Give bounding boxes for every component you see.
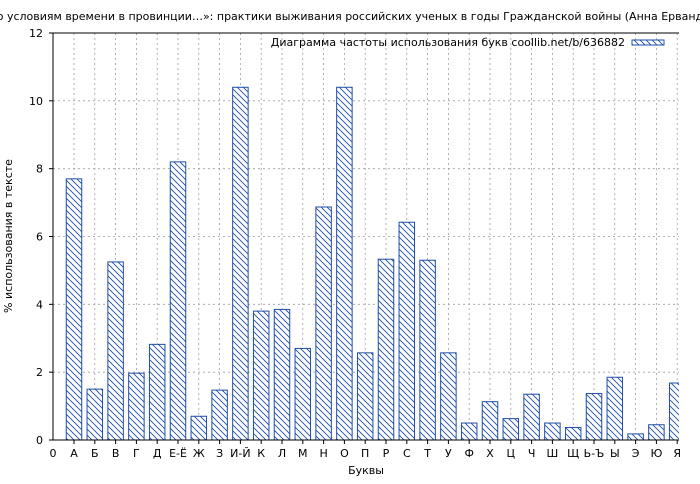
bar-Е-Ё xyxy=(169,161,187,440)
bar-С xyxy=(398,221,416,440)
bar-Х xyxy=(481,401,499,440)
x-tick-label: Я xyxy=(673,447,681,460)
bar-Л xyxy=(273,308,291,440)
x-tick-label: Э xyxy=(632,447,640,460)
y-tick-label: 6 xyxy=(36,231,43,244)
x-tick-label: З xyxy=(216,447,223,460)
y-tick-label: 0 xyxy=(36,434,43,447)
bar-Д xyxy=(148,343,166,440)
x-tick-label: Д xyxy=(153,447,162,460)
x-tick-label: Л xyxy=(278,447,286,460)
x-tick-label: Г xyxy=(133,447,140,460)
x-tick-label: И-Й xyxy=(230,447,250,460)
bar-Ш xyxy=(544,422,561,440)
x-tick-label: Ж xyxy=(193,447,205,460)
y-axis-label: % использования в тексте xyxy=(2,159,15,313)
bar-Т xyxy=(419,259,436,440)
x-tick-label: О xyxy=(340,447,349,460)
bar-П xyxy=(356,352,374,440)
x-axis-label: Буквы xyxy=(348,464,384,477)
bar-О xyxy=(336,86,353,440)
x-tick-label: Ч xyxy=(528,447,536,460)
chart-title: «…Находясь по условиям времени в провинц… xyxy=(0,10,700,23)
y-tick-label: 2 xyxy=(36,366,43,379)
x-tick-label: Щ xyxy=(567,447,579,460)
bar-К xyxy=(252,310,270,440)
bar-Ж xyxy=(190,415,208,440)
y-tick-label: 12 xyxy=(29,27,43,40)
x-tick-label: У xyxy=(445,447,452,460)
x-tick-label: Ы xyxy=(610,447,620,460)
bar-Э xyxy=(627,433,644,440)
legend-label: Диаграмма частоты использования букв coo… xyxy=(271,36,625,49)
bar-Р xyxy=(377,258,395,440)
bar-Ь-Ъ xyxy=(585,393,603,440)
x-tick-label: Т xyxy=(423,447,431,460)
legend: Диаграмма частоты использования букв coo… xyxy=(271,36,665,49)
bar-В xyxy=(107,261,124,440)
x-tick-label: Е-Ё xyxy=(169,447,187,460)
x-tick-label: В xyxy=(112,447,120,460)
x-tick-label: Ф xyxy=(464,447,473,460)
x-tick-label: А xyxy=(70,447,78,460)
bar-Я xyxy=(668,382,679,440)
x-tick-label: Р xyxy=(383,447,390,460)
legend-swatch xyxy=(631,39,665,46)
x-tick-label: Ю xyxy=(650,447,662,460)
x-tick-label: П xyxy=(361,447,369,460)
bar-Б xyxy=(86,388,104,440)
x-tick-label: Б xyxy=(91,447,99,460)
bar-М xyxy=(294,347,312,440)
bar-Н xyxy=(315,206,332,440)
x-tick-label: М xyxy=(298,447,308,460)
x-tick-label: Х xyxy=(486,447,494,460)
bar-Щ xyxy=(564,426,582,440)
axes xyxy=(49,32,679,444)
bar-Ф xyxy=(460,422,478,440)
bar-Ц xyxy=(502,418,520,440)
bar-Ы xyxy=(606,376,624,440)
x-tick-label: Н xyxy=(319,447,327,460)
bar-Ч xyxy=(523,393,540,440)
bar-И-Й xyxy=(232,86,249,440)
bar-З xyxy=(211,389,228,440)
x-tick-label: Ь-Ъ xyxy=(584,447,605,460)
y-tick-label: 8 xyxy=(36,163,43,176)
bar-А xyxy=(65,178,83,440)
bar-Г xyxy=(128,372,145,440)
y-tick-label: 10 xyxy=(29,95,43,108)
bar-Ю xyxy=(648,424,665,440)
x-tick-label: С xyxy=(403,447,411,460)
x-tick-label: Ц xyxy=(507,447,516,460)
y-tick-label: 4 xyxy=(36,298,43,311)
x-tick-label: Ш xyxy=(547,447,559,460)
bar-series xyxy=(65,86,679,440)
bar-У xyxy=(440,352,457,440)
x-tick-label-origin: 0 xyxy=(50,447,57,460)
x-tick-label: К xyxy=(257,447,265,460)
